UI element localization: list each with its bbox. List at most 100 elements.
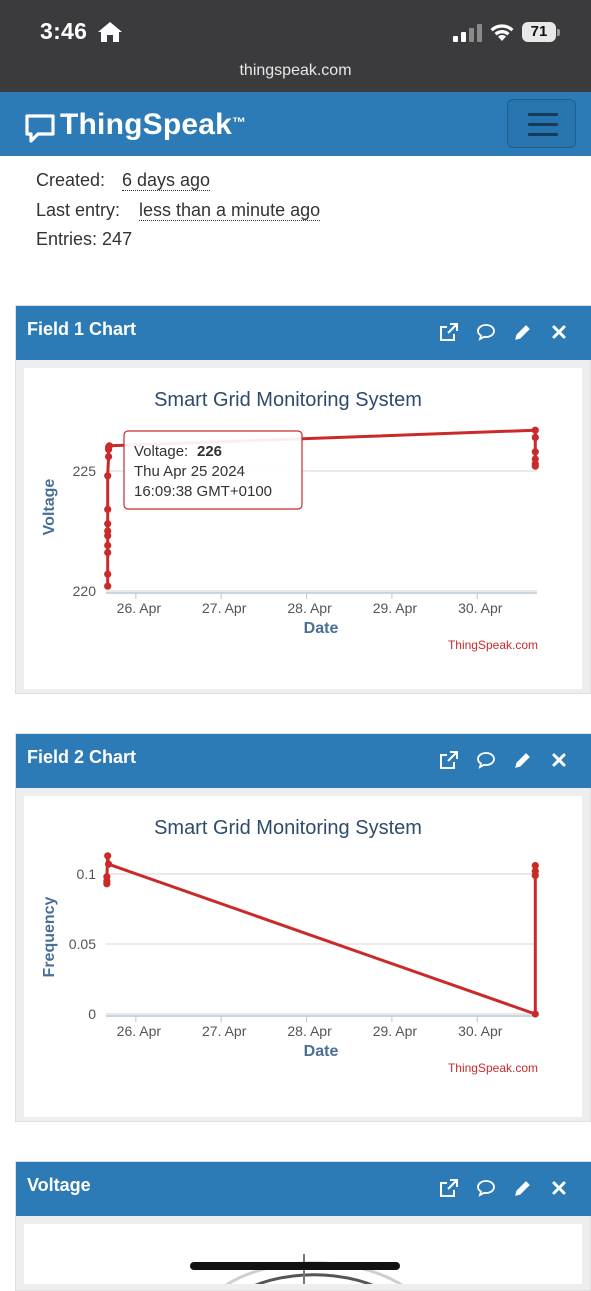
voltage-panel-header: Voltage (16, 1162, 591, 1216)
y-tick-label: 0.1 (77, 866, 97, 882)
hamburger-menu-button[interactable] (507, 99, 576, 148)
last-entry-value: less than a minute ago (139, 200, 321, 221)
chart-title: Smart Grid Monitoring System (154, 817, 422, 839)
field1-panel: Field 1 Chart Smart Grid Monitoring Syst… (15, 305, 591, 694)
y-axis-label: Frequency (41, 896, 58, 977)
y-tick-label: 220 (73, 583, 97, 599)
last-entry-label: Last entry: (36, 200, 121, 220)
home-indicator[interactable] (190, 1262, 400, 1270)
field2-chart: Smart Grid Monitoring System 0 0.05 0.1 26. … (41, 817, 539, 1075)
field2-panel-title: Field 2 Chart (27, 747, 137, 767)
close-icon[interactable] (549, 1178, 569, 1198)
x-tick-label: 27. Apr (202, 600, 247, 616)
external-link-icon[interactable] (439, 322, 459, 342)
data-point[interactable] (104, 860, 113, 868)
brand-trademark: ™ (232, 114, 246, 130)
signal-icon (453, 24, 482, 42)
tooltip-value: 226 (197, 443, 222, 460)
x-axis-label: Date (304, 620, 339, 637)
y-axis-label: Voltage (41, 479, 58, 536)
tooltip-series: Voltage: (134, 443, 188, 460)
data-point[interactable] (104, 549, 112, 557)
voltage-panel: Voltage (15, 1161, 591, 1291)
data-point[interactable] (104, 520, 112, 528)
data-tooltip: Voltage: 226 Thu Apr 25 2024 16:09:38 GMT+0… (123, 430, 303, 510)
brand-logo[interactable]: ThingSpeak (60, 108, 233, 141)
data-point[interactable] (104, 505, 112, 513)
thingspeak-credit-link[interactable]: ThingSpeak.com (448, 638, 538, 652)
entries-row: Entries: 247 (36, 229, 132, 250)
entries-value: 247 (102, 229, 133, 249)
y-tick-label: 0 (88, 1006, 96, 1022)
comment-icon[interactable] (476, 750, 496, 770)
gauge-dial (215, 1254, 413, 1291)
comment-icon[interactable] (476, 1178, 496, 1198)
x-tick-label: 28. Apr (287, 600, 332, 616)
x-tick-label: 30. Apr (458, 600, 503, 616)
data-point[interactable] (531, 862, 539, 870)
created-label: Created: (36, 170, 106, 190)
x-tick-label: 26. Apr (117, 600, 162, 616)
data-point[interactable] (105, 442, 114, 450)
data-point[interactable] (531, 1010, 539, 1018)
data-point[interactable] (531, 462, 539, 470)
field1-chart-area: Smart Grid Monitoring System 220 225 26. Ap… (24, 368, 582, 689)
data-point[interactable] (104, 472, 112, 480)
voltage-panel-title: Voltage (27, 1175, 91, 1195)
field2-chart-area: Smart Grid Monitoring System 0 0.05 0.1 26. … (24, 796, 582, 1117)
data-point[interactable] (103, 873, 111, 881)
close-icon[interactable] (549, 322, 569, 342)
series-line (105, 854, 537, 1016)
external-link-icon[interactable] (439, 750, 459, 770)
navbar (0, 92, 591, 156)
external-link-icon[interactable] (439, 1178, 459, 1198)
created-value: 6 days ago (122, 170, 211, 191)
address-bar[interactable]: thingspeak.com (239, 62, 352, 79)
hamburger-icon (528, 113, 558, 116)
x-tick-label: 26. Apr (117, 1023, 162, 1039)
data-point[interactable] (531, 448, 539, 456)
data-point[interactable] (104, 852, 112, 860)
field1-panel-header: Field 1 Chart (16, 306, 591, 360)
x-tick-label: 30. Apr (458, 1023, 503, 1039)
data-point[interactable] (531, 867, 539, 875)
chart-title: Smart Grid Monitoring System (154, 389, 422, 411)
last-entry-row: Last entry: less than a minute ago (36, 200, 321, 221)
field2-panel-header: Field 2 Chart (16, 734, 591, 788)
pencil-icon[interactable] (513, 322, 533, 342)
status-bar: 3:46 71 thingspeak.com (0, 0, 591, 92)
pencil-icon[interactable] (513, 1178, 533, 1198)
data-point[interactable] (104, 541, 112, 549)
battery-level: 71 (522, 22, 556, 42)
battery-indicator: 71 (522, 22, 560, 42)
close-icon[interactable] (549, 750, 569, 770)
field2-panel: Field 2 Chart Smart Grid Monitoring Syst… (15, 733, 591, 1122)
wifi-icon (490, 24, 514, 41)
data-point[interactable] (531, 426, 539, 434)
speech-bubble-icon (25, 114, 55, 143)
home-icon (98, 22, 122, 42)
field1-panel-title: Field 1 Chart (27, 319, 137, 339)
data-point[interactable] (104, 453, 113, 461)
tooltip-time: 16:09:38 GMT+0100 (134, 483, 272, 500)
created-row: Created: 6 days ago (36, 170, 211, 191)
x-tick-label: 29. Apr (373, 600, 418, 616)
comment-icon[interactable] (476, 322, 496, 342)
x-tick-label: 29. Apr (373, 1023, 418, 1039)
pencil-icon[interactable] (513, 750, 533, 770)
x-axis-label: Date (304, 1043, 339, 1060)
thingspeak-credit-link[interactable]: ThingSpeak.com (448, 1061, 538, 1075)
data-point[interactable] (104, 582, 112, 590)
field1-chart: Smart Grid Monitoring System 220 225 26. Ap… (41, 389, 539, 652)
data-point[interactable] (104, 570, 112, 578)
voltage-gauge-area (24, 1224, 582, 1291)
y-tick-label: 0.05 (69, 936, 96, 952)
x-tick-label: 27. Apr (202, 1023, 247, 1039)
x-tick-label: 28. Apr (287, 1023, 332, 1039)
data-point[interactable] (531, 433, 539, 441)
data-point[interactable] (104, 527, 112, 535)
entries-label: Entries: (36, 229, 98, 249)
status-time: 3:46 (40, 18, 88, 44)
tooltip-date: Thu Apr 25 2024 (134, 463, 245, 480)
y-tick-label: 225 (73, 463, 97, 479)
